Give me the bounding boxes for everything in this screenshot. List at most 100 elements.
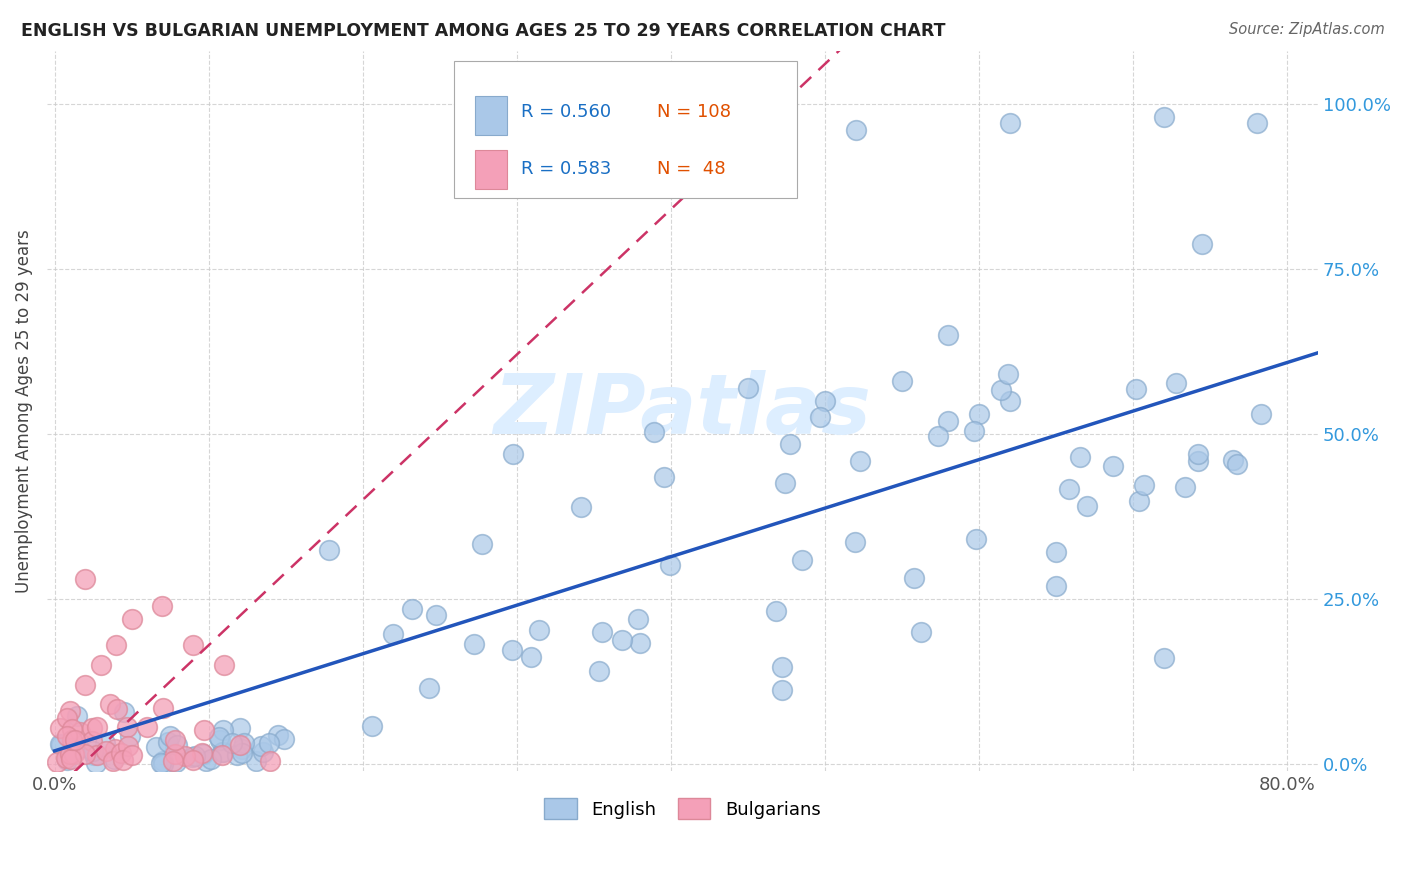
Point [200, 752, 222, 766]
Point [82, 744, 104, 758]
Point [891, 374, 914, 388]
Point [59, 747, 82, 761]
Point [46, 756, 69, 770]
Point [967, 407, 990, 421]
Point [463, 637, 485, 651]
Point [1187, 447, 1209, 461]
Point [259, 755, 281, 769]
Point [86, 720, 108, 734]
Point [1057, 482, 1080, 496]
Point [221, 736, 243, 750]
Point [318, 543, 340, 558]
Point [193, 723, 215, 737]
Point [228, 721, 250, 735]
Point [998, 116, 1021, 130]
Point [191, 747, 214, 761]
Point [1246, 116, 1268, 130]
Point [59, 752, 82, 766]
Point [152, 701, 174, 715]
Legend: English, Bulgarians: English, Bulgarians [537, 791, 828, 827]
Text: ENGLISH VS BULGARIAN UNEMPLOYMENT AMONG AGES 25 TO 29 YEARS CORRELATION CHART: ENGLISH VS BULGARIAN UNEMPLOYMENT AMONG … [21, 22, 946, 40]
Point [527, 624, 550, 638]
Point [273, 732, 295, 747]
Point [101, 754, 124, 768]
Point [75, 678, 97, 692]
Point [60, 722, 83, 736]
Point [63, 732, 86, 747]
Point [181, 750, 204, 764]
Point [228, 738, 250, 752]
Point [252, 745, 274, 759]
Point [63, 747, 86, 761]
Point [266, 728, 288, 742]
Point [195, 754, 218, 768]
Point [191, 747, 214, 762]
Point [121, 748, 143, 763]
Point [100, 698, 122, 712]
Point [927, 428, 949, 442]
Point [56, 711, 79, 725]
Point [118, 729, 141, 743]
Point [112, 705, 135, 719]
Point [90, 658, 112, 673]
Point [628, 636, 651, 650]
Point [588, 664, 610, 678]
Point [49, 722, 72, 736]
Point [149, 756, 172, 770]
Point [257, 736, 280, 750]
FancyBboxPatch shape [454, 62, 797, 198]
Point [997, 367, 1019, 381]
Point [1102, 459, 1125, 474]
Point [166, 739, 188, 753]
Point [659, 558, 682, 572]
Point [105, 638, 128, 652]
Point [1164, 376, 1187, 390]
Point [60, 732, 83, 747]
Point [1045, 544, 1067, 558]
FancyBboxPatch shape [475, 95, 508, 136]
Point [231, 746, 253, 760]
Point [181, 638, 204, 652]
Point [145, 740, 167, 755]
Point [1125, 383, 1147, 397]
Text: R = 0.560: R = 0.560 [522, 103, 612, 121]
Point [765, 604, 787, 618]
Point [212, 745, 235, 759]
Point [184, 748, 207, 763]
Text: N = 108: N = 108 [657, 103, 731, 121]
Point [105, 702, 128, 716]
Point [1250, 407, 1272, 421]
Point [82, 722, 104, 736]
Point [250, 739, 273, 754]
Point [152, 755, 174, 769]
Point [117, 739, 139, 753]
Point [152, 757, 174, 772]
Point [998, 393, 1021, 408]
Point [1128, 494, 1150, 508]
Point [770, 682, 793, 697]
Point [212, 658, 235, 673]
Point [165, 756, 187, 770]
Point [75, 572, 97, 586]
Point [232, 736, 254, 750]
Text: N =  48: N = 48 [657, 161, 725, 178]
Point [211, 747, 233, 762]
FancyBboxPatch shape [475, 150, 508, 189]
Point [59, 704, 82, 718]
Point [1132, 478, 1154, 492]
Point [779, 437, 801, 451]
Point [207, 730, 229, 744]
Point [849, 454, 872, 468]
Point [84, 756, 107, 771]
Point [814, 393, 837, 408]
Point [1226, 457, 1249, 471]
Point [103, 752, 125, 766]
Point [936, 327, 959, 342]
Point [157, 735, 180, 749]
Point [211, 745, 233, 759]
Point [159, 729, 181, 743]
Point [94, 736, 117, 750]
Point [115, 720, 138, 734]
Point [737, 380, 759, 394]
Point [965, 532, 987, 546]
